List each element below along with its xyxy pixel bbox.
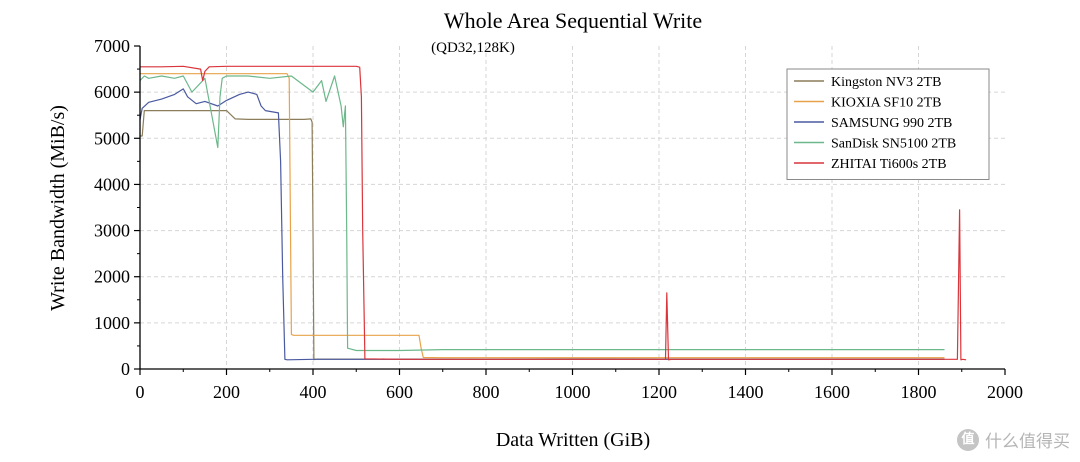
y-tick-label: 6000 bbox=[94, 82, 130, 102]
watermark: 值 什么值得买 bbox=[957, 427, 1070, 452]
x-tick-label: 2000 bbox=[987, 382, 1023, 402]
series-line-1 bbox=[140, 73, 945, 359]
watermark-text: 什么值得买 bbox=[985, 432, 1070, 452]
x-tick-label: 800 bbox=[473, 382, 500, 402]
y-tick-label: 4000 bbox=[94, 174, 130, 194]
x-axis-label: Data Written (GiB) bbox=[496, 429, 650, 451]
legend-label-4: ZHITAI Ti600s 2TB bbox=[831, 157, 947, 172]
series-line-3 bbox=[139, 75, 945, 352]
x-tick-label: 1000 bbox=[555, 382, 591, 402]
x-tick-label: 0 bbox=[136, 382, 145, 402]
legend-label-2: SAMSUNG 990 2TB bbox=[831, 116, 952, 131]
x-tick-label: 1800 bbox=[901, 382, 937, 402]
legend-label-0: Kingston NV3 2TB bbox=[831, 75, 941, 90]
y-tick-label: 1000 bbox=[94, 313, 130, 333]
y-tick-label: 0 bbox=[121, 359, 130, 379]
x-tick-label: 1200 bbox=[641, 382, 677, 402]
legend-label-1: KIOXIA SF10 2TB bbox=[831, 96, 941, 111]
chart-title: Whole Area Sequential Write bbox=[444, 8, 702, 33]
x-tick-label: 1600 bbox=[814, 382, 850, 402]
chart-subtitle: (QD32,128K) bbox=[431, 40, 515, 56]
series-layer bbox=[139, 65, 967, 361]
y-tick-label: 7000 bbox=[94, 36, 130, 56]
y-tick-label: 3000 bbox=[94, 221, 130, 241]
series-line-4 bbox=[140, 65, 967, 361]
y-tick-label: 5000 bbox=[94, 128, 130, 148]
y-axis-label: Write Bandwidth (MiB/s) bbox=[47, 105, 69, 311]
y-tick-label: 2000 bbox=[94, 267, 130, 287]
axes: 0 200 400 600 800 1000 1200 1400 1600 1800 2000 0 10… bbox=[94, 36, 1023, 402]
legend: Kingston NV3 2TB KIOXIA SF10 2TB SAMSUNG 9… bbox=[786, 68, 990, 180]
legend-box bbox=[786, 68, 990, 180]
x-tick-label: 600 bbox=[386, 382, 413, 402]
x-tick-label: 200 bbox=[213, 382, 240, 402]
x-tick-label: 400 bbox=[300, 382, 327, 402]
x-tick-label: 1400 bbox=[728, 382, 764, 402]
watermark-logo-icon: 值 bbox=[957, 428, 979, 451]
legend-label-3: SanDisk SN5100 2TB bbox=[831, 137, 956, 152]
